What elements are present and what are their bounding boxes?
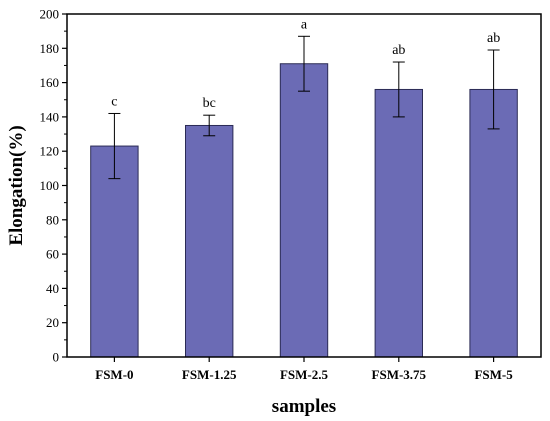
significance-label-fsm-5: ab <box>487 31 500 46</box>
x-tick-label: FSM-0 <box>95 367 133 382</box>
bar-fsm-3.75 <box>374 88 424 358</box>
y-tick-label: 0 <box>53 350 60 365</box>
error-bar-fsm-2.5 <box>298 35 310 92</box>
bar-fsm-2.5 <box>279 63 329 358</box>
y-tick-label: 80 <box>46 212 59 227</box>
error-bar-fsm-5 <box>487 49 500 130</box>
y-tick-label: 60 <box>46 247 59 262</box>
y-tick-label: 40 <box>46 281 59 296</box>
significance-labels-layer: c bc a ab ab <box>111 17 500 111</box>
x-tick-label: FSM-5 <box>474 367 513 382</box>
y-tick-label: 120 <box>40 144 60 159</box>
bar-fsm-5 <box>469 88 518 358</box>
y-tick-label: 180 <box>40 41 60 56</box>
significance-label-fsm-1.25: bc <box>203 96 216 111</box>
y-tick-label: 200 <box>40 7 60 22</box>
x-tick-label: FSM-1.25 <box>182 367 237 382</box>
bar-fsm-0 <box>90 145 139 358</box>
x-tick-label: FSM-2.5 <box>280 367 329 382</box>
error-bar-fsm-1.25 <box>203 114 216 137</box>
y-axis: 0 20 40 60 80 100 120 140 160 180 200 <box>40 7 67 365</box>
significance-label-fsm-3.75: ab <box>392 43 405 58</box>
error-bars-layer <box>108 35 500 180</box>
y-tick-label: 160 <box>40 75 60 90</box>
significance-label-fsm-2.5: a <box>301 17 308 32</box>
y-tick-label: 20 <box>46 315 59 330</box>
y-tick-label: 140 <box>40 109 60 124</box>
significance-label-fsm-0: c <box>111 94 117 109</box>
error-bar-fsm-3.75 <box>392 61 405 118</box>
x-axis: FSM-0 FSM-1.25 FSM-2.5 FSM-3.75 FSM-5 <box>95 357 513 382</box>
bar-fsm-1.25 <box>185 124 234 358</box>
x-tick-label: FSM-3.75 <box>372 367 427 382</box>
error-bar-fsm-0 <box>108 112 121 180</box>
x-axis-title: samples <box>272 396 336 417</box>
y-tick-label: 100 <box>40 178 60 193</box>
y-axis-title: Elongation(%) <box>6 125 27 245</box>
